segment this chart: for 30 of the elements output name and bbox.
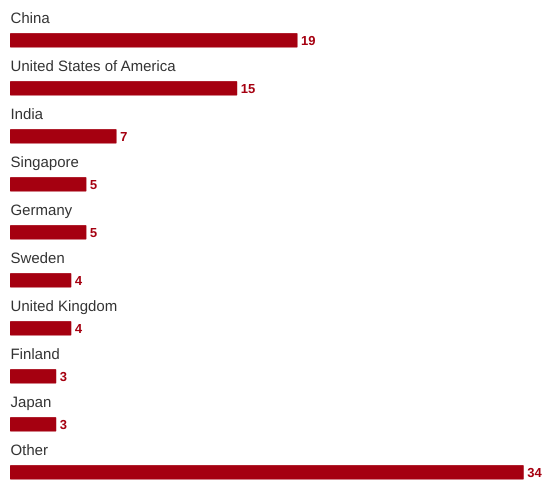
data-label: 7 — [120, 128, 128, 144]
bar — [10, 465, 524, 480]
y-tick-label: United States of America — [10, 58, 176, 76]
data-label: 19 — [301, 32, 316, 48]
bar — [10, 321, 72, 336]
data-label: 5 — [90, 224, 98, 240]
data-label: 4 — [74, 320, 83, 336]
y-tick-label: United Kingdom — [10, 298, 118, 316]
bar — [10, 129, 117, 144]
data-label: 5 — [90, 176, 98, 192]
bar — [10, 177, 86, 192]
y-tick-label: Sweden — [10, 250, 65, 268]
y-tick-label: India — [10, 106, 44, 124]
bar — [10, 225, 86, 240]
bar — [10, 273, 72, 288]
bar — [10, 369, 56, 384]
bar — [10, 81, 238, 96]
y-tick-label: Finland — [10, 346, 60, 364]
data-label: 34 — [527, 464, 542, 480]
data-label: 3 — [60, 416, 67, 432]
bar — [10, 33, 298, 48]
y-tick-label: China — [10, 10, 50, 28]
bar — [10, 417, 56, 432]
y-tick-label: Germany — [10, 202, 73, 220]
y-tick-label: Other — [10, 442, 48, 460]
y-tick-label: Singapore — [10, 154, 79, 172]
y-tick-label: Japan — [10, 394, 52, 412]
data-label: 15 — [240, 80, 256, 96]
data-label: 3 — [60, 368, 67, 384]
data-label: 4 — [74, 272, 83, 288]
